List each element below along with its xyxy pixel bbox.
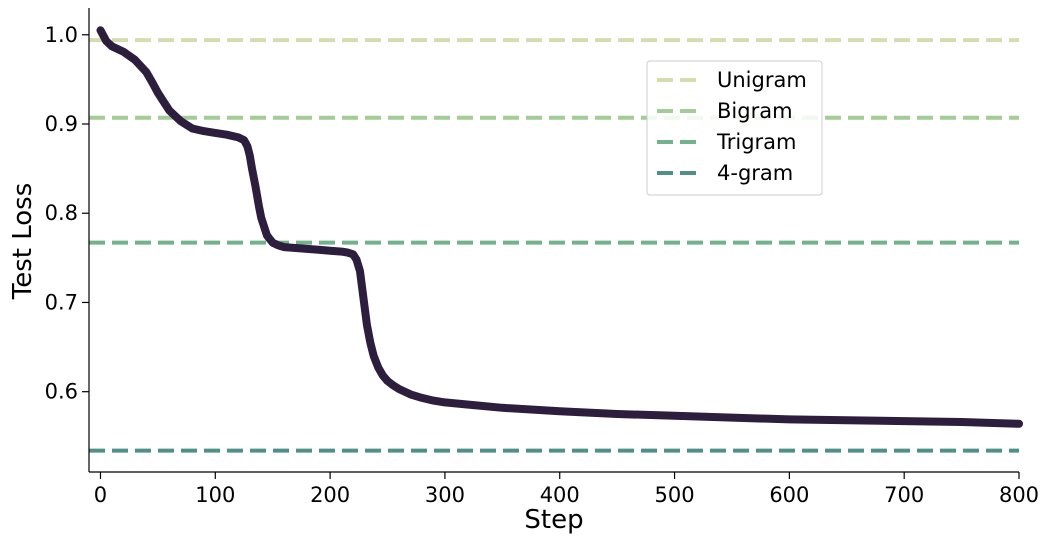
legend-item: 4-gram	[657, 161, 793, 185]
x-tick-label: 100	[195, 483, 235, 507]
x-tick-label: 0	[94, 483, 107, 507]
legend-frame	[646, 60, 823, 196]
x-axis-ticks: 0 100 200 300 400 500 600 700 800	[94, 472, 1039, 507]
reference-lines	[89, 38, 1019, 453]
x-tick-label: 700	[884, 483, 924, 507]
y-tick-label: 0.6	[45, 380, 78, 404]
legend-label: 4-gram	[717, 161, 793, 185]
legend-label: Unigram	[717, 68, 807, 92]
loss-series	[96, 26, 1023, 428]
x-tick-label: 200	[310, 483, 350, 507]
legend-label: Trigram	[716, 130, 797, 154]
x-tick-label: 300	[425, 483, 465, 507]
y-tick-label: 1.0	[45, 23, 78, 47]
x-tick-label: 500	[655, 483, 695, 507]
x-tick-label: 400	[540, 483, 580, 507]
loss-line	[96, 26, 1023, 428]
x-tick-label: 800	[999, 483, 1039, 507]
legend-item: Trigram	[657, 130, 797, 154]
y-axis-ticks: 0.6 0.7 0.8 0.9 1.0	[45, 23, 89, 404]
axes	[88, 8, 1019, 473]
legend-item: Bigram	[657, 99, 793, 123]
legend-label: Bigram	[717, 99, 793, 123]
y-tick-label: 0.8	[45, 201, 78, 225]
x-axis-label: Step	[524, 505, 583, 535]
legend: Unigram Bigram Trigram 4-gram	[646, 60, 823, 196]
y-axis-label: Test Loss	[8, 183, 38, 301]
x-tick-label: 600	[769, 483, 809, 507]
legend-item: Unigram	[657, 68, 807, 92]
y-tick-label: 0.9	[45, 112, 78, 136]
y-tick-label: 0.7	[45, 290, 78, 314]
